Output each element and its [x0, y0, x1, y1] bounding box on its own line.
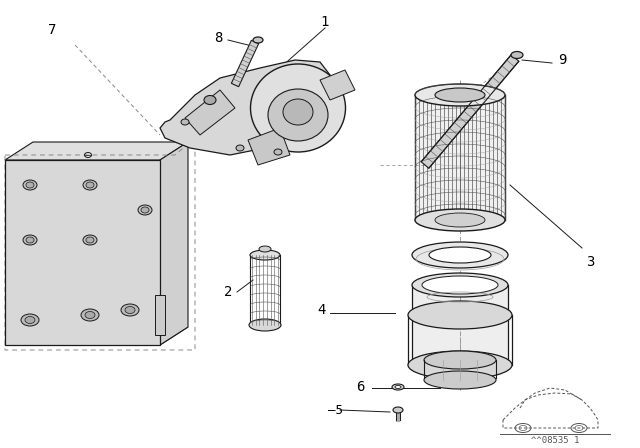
Polygon shape [232, 40, 259, 86]
Ellipse shape [23, 180, 37, 190]
Text: ^^08535 1: ^^08535 1 [531, 435, 579, 444]
Polygon shape [160, 60, 330, 155]
Ellipse shape [249, 319, 281, 331]
Ellipse shape [412, 273, 508, 297]
Polygon shape [415, 95, 505, 220]
Ellipse shape [138, 205, 152, 215]
Ellipse shape [23, 235, 37, 245]
Ellipse shape [204, 95, 216, 104]
Ellipse shape [412, 242, 508, 268]
Ellipse shape [392, 384, 404, 390]
Ellipse shape [86, 237, 94, 243]
Ellipse shape [283, 99, 313, 125]
Polygon shape [5, 327, 188, 345]
Ellipse shape [250, 64, 346, 152]
Ellipse shape [26, 237, 34, 243]
Ellipse shape [81, 309, 99, 321]
Ellipse shape [393, 407, 403, 413]
Polygon shape [421, 55, 519, 168]
Ellipse shape [415, 84, 505, 106]
Text: 2: 2 [224, 285, 232, 299]
Ellipse shape [21, 314, 39, 326]
Ellipse shape [25, 316, 35, 323]
Ellipse shape [181, 119, 189, 125]
Polygon shape [320, 70, 355, 100]
Ellipse shape [141, 207, 149, 213]
Ellipse shape [395, 385, 401, 388]
Ellipse shape [435, 213, 485, 227]
Ellipse shape [408, 351, 512, 379]
Text: –5: –5 [328, 404, 344, 417]
Ellipse shape [121, 304, 139, 316]
Ellipse shape [259, 246, 271, 252]
Ellipse shape [83, 235, 97, 245]
Polygon shape [248, 128, 290, 165]
Ellipse shape [511, 52, 523, 59]
Polygon shape [185, 90, 235, 135]
Text: 1: 1 [321, 15, 329, 29]
Ellipse shape [429, 247, 491, 263]
Polygon shape [155, 295, 165, 335]
Ellipse shape [268, 89, 328, 141]
Ellipse shape [274, 149, 282, 155]
Polygon shape [160, 142, 188, 345]
Ellipse shape [86, 182, 94, 188]
Polygon shape [5, 160, 160, 345]
Ellipse shape [424, 371, 496, 389]
Ellipse shape [85, 311, 95, 319]
Ellipse shape [83, 180, 97, 190]
Polygon shape [5, 142, 188, 160]
Ellipse shape [435, 88, 485, 102]
Text: 7: 7 [48, 23, 56, 37]
Ellipse shape [236, 145, 244, 151]
Text: 6: 6 [356, 380, 364, 394]
Text: 8: 8 [214, 31, 222, 45]
Ellipse shape [250, 250, 280, 260]
Ellipse shape [408, 301, 512, 329]
Polygon shape [412, 285, 508, 365]
Ellipse shape [422, 276, 498, 294]
Text: 4: 4 [318, 303, 326, 317]
Ellipse shape [424, 351, 496, 369]
Ellipse shape [125, 306, 135, 314]
Text: 3: 3 [586, 255, 594, 269]
Ellipse shape [415, 209, 505, 231]
Ellipse shape [26, 182, 34, 188]
Ellipse shape [253, 37, 263, 43]
Text: 9: 9 [558, 53, 566, 67]
